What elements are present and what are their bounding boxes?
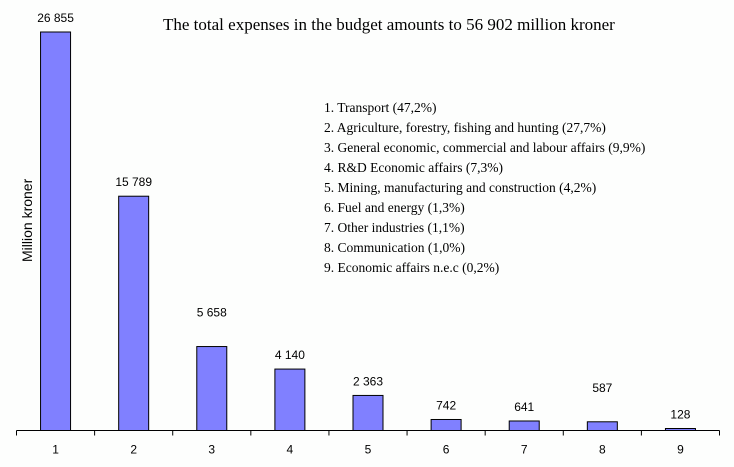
bars: 26 855 15 789 5 658 4 140 2 363 742 641 587 128 xyxy=(37,11,696,432)
bar-8 xyxy=(586,421,618,432)
data-label-4: 4 140 xyxy=(275,348,305,362)
tick-label-4: 4 xyxy=(287,443,294,457)
legend-item: 1. Transport (47,2%) xyxy=(324,100,437,115)
bar-1 xyxy=(40,31,72,431)
legend: 1. Transport (47,2%) 2. Agriculture, fore… xyxy=(324,100,645,275)
bar-7 xyxy=(508,420,540,431)
legend-item: 4. R&D Economic affairs (7,3%) xyxy=(324,160,503,175)
data-label-6: 742 xyxy=(436,398,456,412)
legend-item: 6. Fuel and energy (1,3%) xyxy=(324,200,465,215)
data-label-3: 5 658 xyxy=(197,306,227,320)
x-axis: 1 2 3 4 5 6 7 8 9 xyxy=(16,430,720,457)
data-label-5: 2 363 xyxy=(353,374,383,388)
tick-label-8: 8 xyxy=(599,443,606,457)
bar-4 xyxy=(274,368,306,431)
tick-label-3: 3 xyxy=(208,443,215,457)
bar-5 xyxy=(352,394,384,431)
legend-item: 5. Mining, manufacturing and constructio… xyxy=(324,180,596,195)
data-label-2: 15 789 xyxy=(115,175,152,189)
tick-label-5: 5 xyxy=(365,443,372,457)
tick-label-7: 7 xyxy=(521,443,528,457)
data-label-7: 641 xyxy=(514,400,534,414)
y-axis-label: Million kroner xyxy=(19,178,35,262)
bar-2 xyxy=(118,195,150,431)
chart-title: The total expenses in the budget amounts… xyxy=(163,15,615,34)
legend-item: 8. Communication (1,0%) xyxy=(324,240,465,255)
legend-item: 9. Economic affairs n.e.c (0,2%) xyxy=(324,260,499,275)
legend-item: 3. General economic, commercial and labo… xyxy=(324,140,645,155)
tick-label-2: 2 xyxy=(130,443,137,457)
data-label-1: 26 855 xyxy=(37,11,74,25)
bar-6 xyxy=(430,418,462,432)
data-label-9: 128 xyxy=(670,408,690,422)
bar-3 xyxy=(196,346,228,432)
tick-label-1: 1 xyxy=(52,443,59,457)
tick-label-6: 6 xyxy=(443,443,450,457)
legend-item: 2. Agriculture, forestry, fishing and hu… xyxy=(324,120,606,135)
data-label-8: 587 xyxy=(592,381,612,395)
legend-item: 7. Other industries (1,1%) xyxy=(324,220,465,235)
tick-label-9: 9 xyxy=(677,443,684,457)
